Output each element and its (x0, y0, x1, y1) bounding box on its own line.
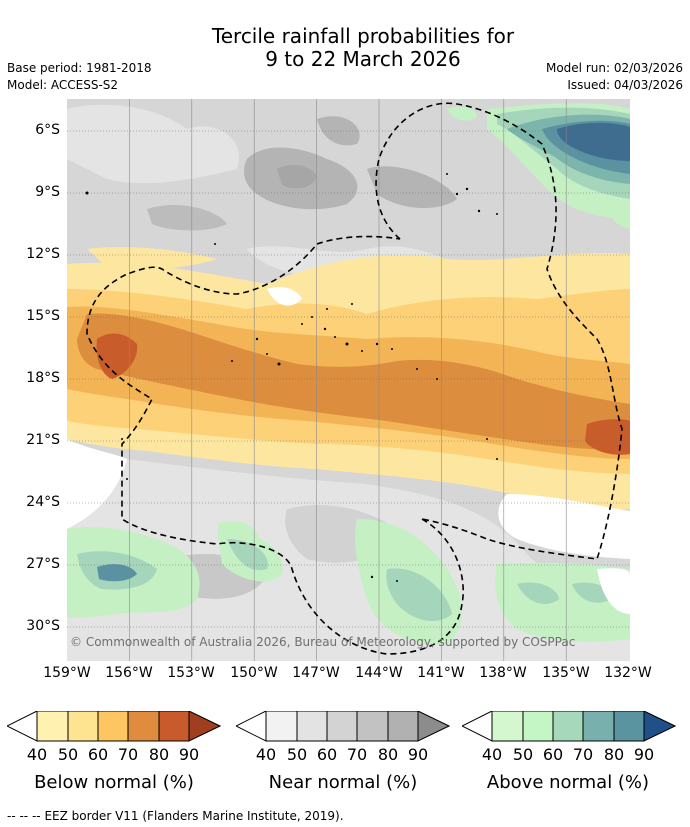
colorbar-above-cell (613, 711, 645, 742)
lat-label: 6°S (35, 122, 60, 138)
colorbar-below-cell (97, 711, 129, 742)
colorbar-near-tick: 40 (255, 745, 277, 764)
above-normal-zone-ne (447, 106, 477, 121)
model-text: Model: ACCESS-S2 (7, 78, 119, 92)
lat-label: 27°S (26, 556, 60, 572)
below-normal-zone (96, 333, 138, 379)
colorbar-near-title: Near normal (%) (268, 772, 418, 793)
lon-label: 153°W (167, 665, 215, 681)
colorbar-above-title: Above normal (%) (486, 772, 650, 793)
colorbar-near (236, 711, 450, 742)
near-normal-dark-zone (367, 166, 457, 209)
colorbar-below-tick: 60 (87, 745, 109, 764)
rainfall-map[interactable]: © Commonwealth of Australia 2026, Bureau… (67, 99, 630, 661)
colorbar-near-tick: 90 (407, 745, 429, 764)
colorbar-near-over (417, 711, 450, 742)
colorbar-near-cell (387, 711, 419, 742)
grid-lines (129, 99, 567, 661)
lon-label: 141°W (417, 665, 465, 681)
map-title-line2: 9 to 22 March 2026 (265, 47, 461, 71)
white-region (597, 568, 630, 614)
lon-label: 138°W (479, 665, 527, 681)
colorbar-above-over (643, 711, 676, 742)
colorbar-above-tick: 90 (633, 745, 655, 764)
colorbar-above-tick: 40 (481, 745, 503, 764)
copyright-text: © Commonwealth of Australia 2026, Bureau… (70, 635, 575, 649)
colorbar-below-tick: 80 (148, 745, 170, 764)
colorbar-above-under (462, 711, 493, 742)
lat-label: 15°S (26, 308, 60, 324)
lon-label: 135°W (542, 665, 590, 681)
white-region (267, 287, 302, 306)
colorbar-below-title: Below normal (%) (34, 772, 194, 793)
near-normal-dark-zone (317, 116, 360, 146)
colorbar-below-cell (67, 711, 99, 742)
lat-label: 30°S (26, 618, 60, 634)
colorbar-below (7, 711, 221, 742)
colorbar-near-cell (356, 711, 389, 742)
colorbar-above-tick: 60 (542, 745, 564, 764)
colorbar-near-tick: 70 (346, 745, 368, 764)
eez-legend-dashes: -- -- -- (7, 809, 41, 823)
colorbar-above-cell (552, 711, 584, 742)
colorbar-near-tick: 50 (286, 745, 308, 764)
colorbar-near-tick: 60 (316, 745, 338, 764)
lat-label: 21°S (26, 432, 60, 448)
near-normal-dark-zone (147, 204, 227, 231)
colorbar-below-tick: 90 (178, 745, 200, 764)
colorbar-below-tick: 70 (117, 745, 139, 764)
base-period-text: Base period: 1981-2018 (7, 61, 152, 75)
colorbar-above (462, 711, 676, 742)
colorbar-below-cell (158, 711, 190, 742)
near-normal-dark-zone (277, 164, 317, 189)
below-normal-zone (585, 419, 630, 455)
above-normal-zone-ne (557, 122, 630, 161)
colorbar-above-cell (522, 711, 554, 742)
colorbar-below-cell (127, 711, 160, 742)
lon-label: 132°W (604, 665, 652, 681)
colorbar-below-tick: 40 (26, 745, 48, 764)
islands (85, 173, 498, 582)
lat-label: 24°S (26, 494, 60, 510)
colorbar-near-under (236, 711, 267, 742)
above-normal-zone-s (386, 568, 452, 622)
colorbar-below-tick: 50 (57, 745, 79, 764)
colorbar-above-cell (491, 711, 524, 742)
above-normal-zone-se (517, 582, 559, 604)
white-region (498, 494, 630, 559)
above-normal-zone-ne (607, 198, 630, 229)
eez-legend: -- -- -- EEZ border V11 (Flanders Marine… (7, 809, 344, 823)
model-run-text: Model run: 02/03/2026 (545, 61, 683, 75)
below-normal-zone (77, 313, 630, 450)
map-title-line1: Tercile rainfall probabilities for (211, 24, 515, 48)
colorbar-below-cell (36, 711, 69, 742)
lon-label: 159°W (43, 665, 91, 681)
lat-label: 9°S (35, 184, 60, 200)
above-normal-zone-sw (227, 539, 268, 571)
issued-text: Issued: 04/03/2026 (567, 78, 683, 92)
lat-label: 18°S (26, 370, 60, 386)
colorbar-near-tick: 80 (377, 745, 399, 764)
eez-border (86, 102, 623, 655)
lon-label: 144°W (355, 665, 403, 681)
colorbar-above-tick: 50 (512, 745, 534, 764)
colorbar-near-cell (326, 711, 358, 742)
grid-lines (67, 130, 630, 628)
colorbar-near-cell (265, 711, 298, 742)
colorbar-above-tick: 70 (572, 745, 594, 764)
colorbar-below-under (7, 711, 38, 742)
lat-label: 12°S (26, 246, 60, 262)
lon-label: 150°W (230, 665, 278, 681)
colorbar-below-over (188, 711, 221, 742)
colorbar-above-cell (582, 711, 615, 742)
near-normal-light-zone (67, 104, 239, 184)
lon-label: 147°W (292, 665, 340, 681)
below-normal-zone (87, 247, 217, 269)
eez-legend-text: EEZ border V11 (Flanders Marine Institut… (44, 809, 344, 823)
above-normal-zone-sw (97, 564, 137, 582)
colorbar-near-cell (296, 711, 328, 742)
colorbar-above-tick: 80 (603, 745, 625, 764)
lon-label: 156°W (105, 665, 153, 681)
